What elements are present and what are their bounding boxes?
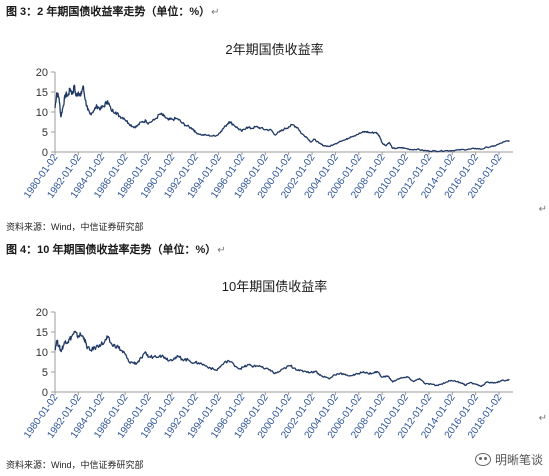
y-tick-label: 20 <box>36 67 48 79</box>
wechat-icon <box>474 453 491 466</box>
figure-2-source: 资料来源：Wind，中信证券研究部 <box>6 458 144 471</box>
y-tick-label: 5 <box>42 367 48 379</box>
chart-2yr-title: 2年期国债收益率 <box>225 42 324 57</box>
y-tick-label: 0 <box>42 147 48 159</box>
return-mark: ↵ <box>217 245 226 256</box>
chart-10yr: 10年期国债收益率 0 5 10 15 20 1980-01-02 1982-01-02 19… <box>0 258 549 458</box>
figure-2-caption-text: 图 4：10 年期国债收益率走势（单位：%） <box>6 244 217 256</box>
return-mark-side-2: ↵ <box>538 413 547 424</box>
figure-2-source-text: 资料来源：Wind，中信证券研究部 <box>6 460 144 470</box>
y-tick-label: 0 <box>42 387 48 399</box>
return-mark-side-1: ↵ <box>538 204 547 215</box>
figure-1-caption: 图 3：2 年期国债收益率走势（单位：%）↵ <box>6 3 220 19</box>
chart-10yr-title: 10年期国债收益率 <box>221 279 328 294</box>
chart-10yr-svg: 051015201980-01-021982-01-021984-01-0219… <box>22 307 513 441</box>
y-tick-label: 15 <box>36 87 48 99</box>
y-tick-label: 10 <box>36 107 48 119</box>
return-mark: ↵ <box>211 7 220 18</box>
watermark-text: 明晰笔谈 <box>494 453 543 467</box>
figure-1-source: 资料来源：Wind，中信证券研究部 <box>6 220 144 233</box>
watermark: 明晰笔谈 <box>474 451 543 468</box>
y-tick-label: 15 <box>36 327 48 339</box>
series-line <box>54 330 510 388</box>
figure-1-source-text: 资料来源：Wind，中信证券研究部 <box>6 222 144 232</box>
figure-1-caption-text: 图 3：2 年期国债收益率走势（单位：%） <box>6 6 211 18</box>
y-tick-label: 20 <box>36 307 48 319</box>
y-tick-label: 5 <box>42 127 48 139</box>
chart-2yr: 2年期国债收益率 0 5 10 15 20 1980-01-02 1982-01-02 198… <box>0 18 549 218</box>
chart-2yr-svg: 051015201980-01-021982-01-021984-01-0219… <box>22 67 513 201</box>
series-line <box>54 84 510 153</box>
y-tick-label: 10 <box>36 347 48 359</box>
figure-2-caption: 图 4：10 年期国债收益率走势（单位：%）↵ <box>6 241 226 257</box>
